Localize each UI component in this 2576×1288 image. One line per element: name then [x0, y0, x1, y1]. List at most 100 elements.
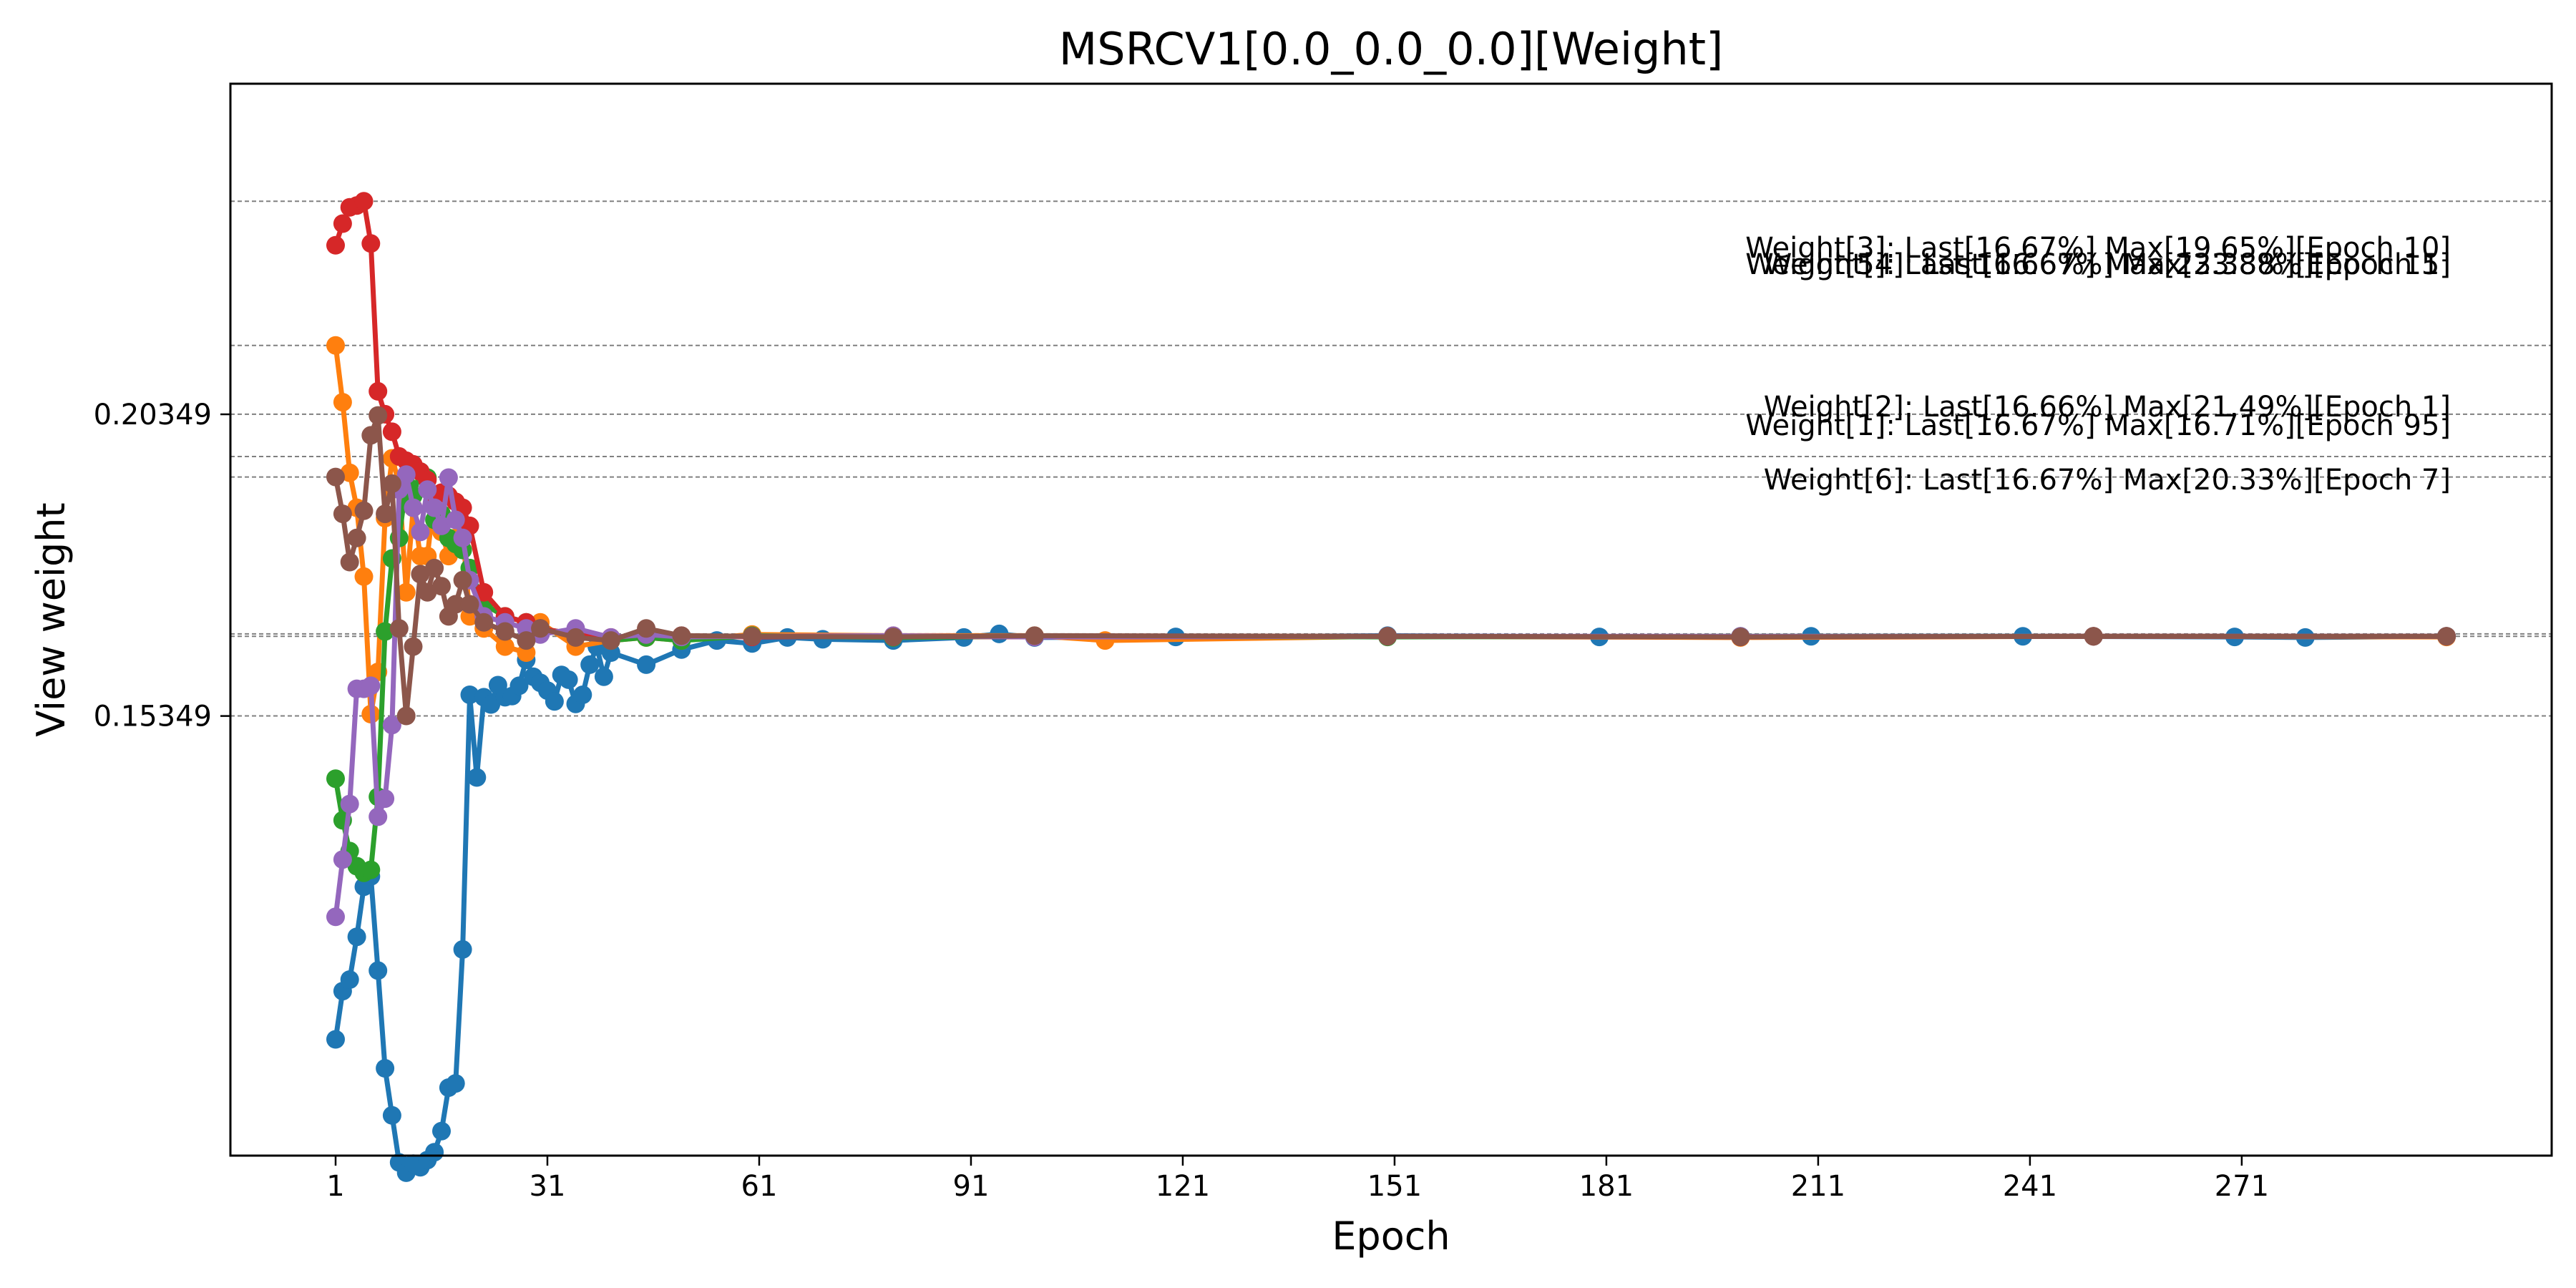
plot-frame: [229, 82, 2553, 1157]
series-1-point: [509, 676, 529, 696]
series-2-point: [396, 582, 416, 602]
x-tick-label: 61: [741, 1170, 778, 1203]
series-1-point: [425, 1143, 444, 1162]
series-6-point: [326, 467, 345, 487]
series-6-point: [637, 619, 656, 638]
series-1-point: [453, 940, 472, 959]
series-4-point: [369, 381, 388, 401]
series-6-point: [2437, 627, 2456, 646]
series-1-point: [594, 667, 613, 686]
series-1-point: [347, 927, 366, 947]
series-6-point: [566, 628, 585, 647]
series-6-point: [361, 426, 381, 445]
x-tick-label: 121: [1156, 1170, 1210, 1203]
series-6-point: [743, 627, 762, 646]
x-tick-label: 181: [1579, 1170, 1634, 1203]
series-4-point: [361, 234, 381, 253]
x-tick-label: 211: [1791, 1170, 1845, 1203]
series-6-point: [517, 631, 536, 650]
series-6-point: [333, 504, 352, 524]
x-tick-label: 241: [2003, 1170, 2057, 1203]
series-5-point: [432, 516, 451, 535]
series-5-point: [418, 480, 437, 499]
series-5-point: [411, 522, 430, 542]
series-1-point: [637, 655, 656, 674]
series-5-point: [425, 498, 444, 517]
series-1-point: [340, 970, 359, 989]
series-1-point: [467, 768, 487, 787]
series-6-point: [418, 582, 437, 602]
series-annotation: Weight[3]: Last[16.67%] Max[19.65%][Epoc…: [1745, 232, 2451, 265]
series-annotation: Weight[4]: Last[16.67%] Max[23.88%][Epoc…: [1764, 248, 2451, 281]
x-tick-label: 271: [2215, 1170, 2269, 1203]
series-1-point: [369, 961, 388, 980]
series-3-point: [376, 622, 395, 641]
series-1-point: [326, 1030, 345, 1049]
series-annotation: Weight[2]: Last[16.66%] Max[21.49%][Epoc…: [1764, 391, 2451, 424]
x-tick-label: 31: [530, 1170, 566, 1203]
series-6-point: [531, 619, 550, 638]
x-axis-label: Epoch: [1332, 1214, 1450, 1259]
series-5-point: [382, 716, 401, 735]
series-2-point: [495, 637, 514, 656]
series-6: [326, 406, 2456, 726]
series-layer: [326, 192, 2456, 1182]
y-axis-label: View weight: [29, 502, 74, 736]
series-1-point: [573, 686, 592, 704]
series-1-point: [376, 1059, 395, 1078]
series-6-point: [1731, 628, 1750, 647]
series-5-point: [396, 465, 416, 484]
series-6-point: [460, 595, 479, 614]
series-6-point: [884, 628, 903, 647]
series-6-point: [601, 631, 620, 650]
series-2-point: [354, 567, 374, 586]
series-4-point: [333, 214, 352, 233]
series-6-point: [453, 570, 472, 590]
x-axis-ticks: 1 31 61 91 121 151 181 211 241 271: [326, 1156, 2269, 1203]
series-5-point: [376, 789, 395, 809]
series-5-point: [361, 676, 381, 696]
series-5-point: [340, 794, 359, 814]
series-4-point: [474, 582, 494, 602]
series-6-point: [382, 474, 401, 493]
series-2-point: [333, 393, 352, 412]
series-1-point: [432, 1121, 451, 1141]
x-tick-label: 91: [953, 1170, 990, 1203]
series-2-point: [340, 463, 359, 482]
chart-title: MSRCV1[0.0_0.0_0.0][Weight]: [1059, 23, 1724, 75]
series-6-point: [432, 577, 451, 596]
series-1-point: [482, 695, 501, 714]
series-5-point: [453, 528, 472, 547]
x-tick-label: 1: [326, 1170, 344, 1203]
series-6-point: [396, 706, 416, 726]
series-1-point: [460, 686, 479, 704]
series-1-point: [580, 655, 600, 674]
series-4-point: [326, 235, 345, 255]
series-6-point: [369, 406, 388, 425]
series-1-point: [559, 670, 578, 689]
series-annotation: Weight[1]: Last[16.67%] Max[16.71%][Epoc…: [1745, 409, 2451, 442]
series-6-point: [474, 613, 494, 632]
series-annotation: Weight[5]: Last[16.66%] Max[23.38%][Epoc…: [1745, 248, 2451, 281]
x-tick-label: 151: [1367, 1170, 1422, 1203]
series-6-point: [389, 619, 409, 638]
series-6-point: [404, 637, 423, 656]
series-6-point: [354, 501, 374, 520]
series-6-point: [425, 558, 444, 577]
series-4-point: [382, 422, 401, 441]
series-1-point: [382, 1106, 401, 1125]
y-axis-ticks: 0.15349 0.20349: [94, 399, 230, 733]
series-3-point: [361, 860, 381, 879]
series-5-point: [439, 468, 458, 487]
series-5-point: [446, 510, 465, 530]
series-5-point: [326, 907, 345, 927]
series-5-point: [333, 850, 352, 869]
series-6-point: [672, 626, 691, 645]
series-annotation: Weight[6]: Last[16.67%] Max[20.33%][Epoc…: [1764, 464, 2451, 497]
series-6-point: [340, 552, 359, 572]
series-6-point: [1025, 626, 1044, 645]
series-1-point: [446, 1074, 465, 1093]
series-5-point: [404, 498, 423, 517]
y-tick-label: 0.20349: [94, 399, 212, 431]
